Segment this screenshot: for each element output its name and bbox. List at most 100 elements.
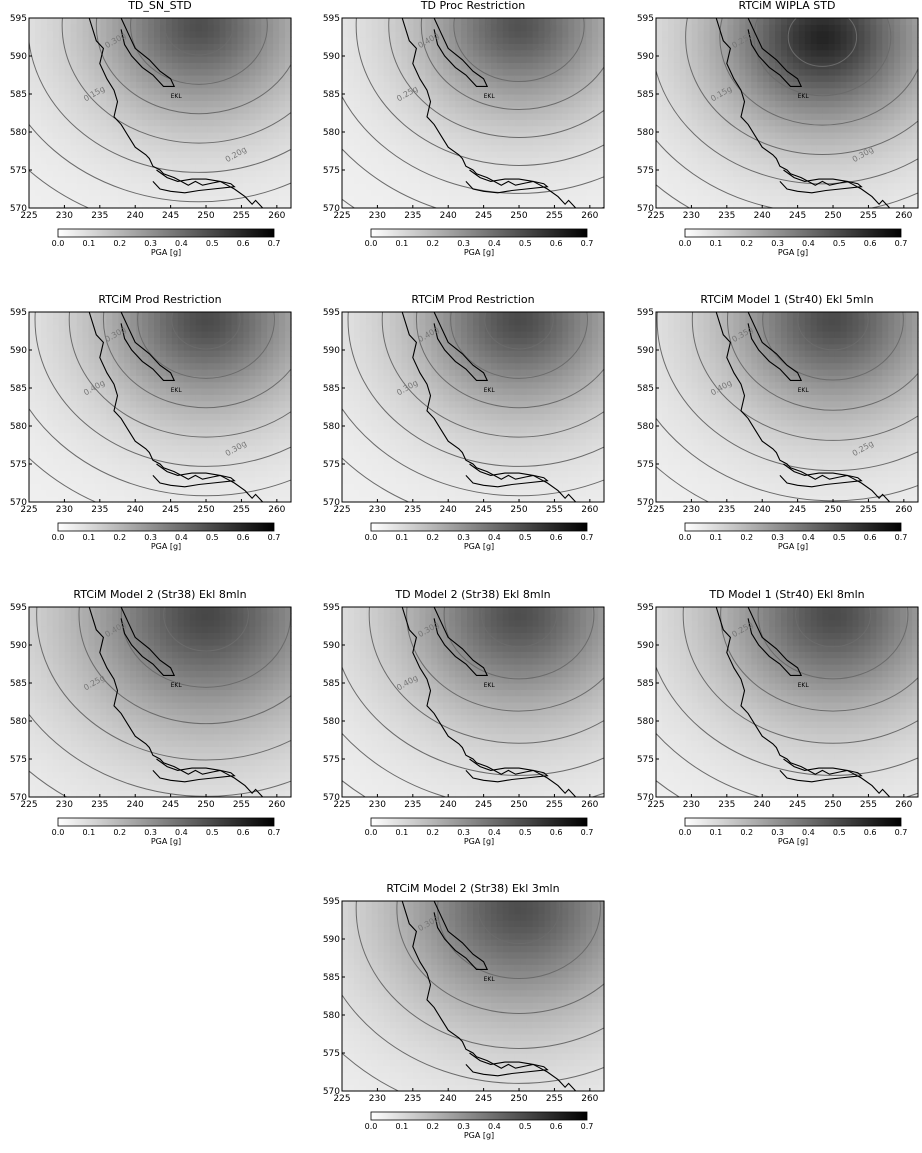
y-tick-label: 570 [637, 204, 654, 214]
colorbar-tick-label: 0.5 [833, 828, 846, 837]
x-tick-label: 245 [475, 505, 492, 515]
colorbar-tick-label: 0.4 [175, 828, 188, 837]
y-tick-label: 575 [323, 1049, 340, 1059]
colorbar-tick-label: 0.2 [740, 828, 753, 837]
x-tick-label: 260 [581, 1094, 598, 1104]
y-tick-label: 570 [323, 498, 340, 508]
colorbar-tick-label: 0.2 [426, 1122, 439, 1131]
colorbar-tick-label: 0.6 [864, 828, 877, 837]
colorbar-tick-label: 0.3 [457, 533, 470, 542]
colorbar-label: PGA [g] [151, 542, 181, 551]
y-tick-label: 570 [637, 793, 654, 803]
colorbar-label: PGA [g] [151, 248, 181, 257]
x-tick-label: 250 [510, 1094, 527, 1104]
colorbar-tick-label: 0.6 [550, 239, 563, 248]
y-tick-label: 590 [10, 641, 27, 651]
y-tick-label: 580 [637, 717, 654, 727]
y-tick-label: 580 [10, 422, 27, 432]
colorbar-label: PGA [g] [464, 248, 494, 257]
x-tick-label: 250 [510, 800, 527, 810]
y-tick-label: 585 [10, 384, 27, 394]
colorbar [685, 229, 901, 237]
x-tick-label: 240 [127, 505, 144, 515]
site-label: EKL [171, 387, 183, 394]
x-tick-label: 245 [162, 211, 179, 221]
x-tick-label: 250 [197, 211, 214, 221]
x-tick-label: 260 [895, 800, 912, 810]
colorbar-tick-label: 0.7 [268, 828, 281, 837]
colorbar-tick-label: 0.1 [82, 828, 95, 837]
y-tick-label: 570 [323, 1087, 340, 1097]
x-tick-label: 255 [546, 1094, 563, 1104]
colorbar-tick-label: 0.3 [771, 828, 784, 837]
colorbar-label: PGA [g] [464, 837, 494, 846]
colorbar-tick-label: 0.6 [237, 533, 250, 542]
colorbar-tick-label: 0.3 [457, 828, 470, 837]
colorbar-tick-label: 0.1 [709, 533, 722, 542]
colorbar-tick-label: 0.2 [113, 533, 126, 542]
y-tick-label: 570 [637, 498, 654, 508]
site-label: EKL [798, 387, 810, 394]
x-tick-label: 240 [127, 800, 144, 810]
colorbar-tick-label: 0.4 [488, 1122, 501, 1131]
x-tick-label: 240 [754, 211, 771, 221]
x-tick-label: 255 [546, 211, 563, 221]
x-tick-label: 235 [404, 505, 421, 515]
y-tick-label: 590 [637, 346, 654, 356]
y-tick-label: 575 [637, 755, 654, 765]
x-tick-label: 230 [683, 800, 700, 810]
x-tick-label: 245 [162, 505, 179, 515]
x-tick-label: 260 [268, 211, 285, 221]
colorbar-tick-label: 0.4 [175, 533, 188, 542]
colorbar-tick-label: 0.2 [426, 533, 439, 542]
colorbar-tick-label: 0.3 [771, 239, 784, 248]
x-tick-label: 260 [581, 211, 598, 221]
colorbar-tick-label: 0.7 [581, 239, 594, 248]
colorbar-tick-label: 0.7 [268, 533, 281, 542]
x-tick-label: 260 [581, 800, 598, 810]
heatmap-cells [342, 901, 605, 1092]
y-tick-label: 570 [323, 204, 340, 214]
y-tick-label: 575 [323, 755, 340, 765]
colorbar-tick-label: 0.3 [144, 828, 157, 837]
colorbar-tick-label: 0.1 [395, 1122, 408, 1131]
y-tick-label: 585 [323, 384, 340, 394]
heatmap-cells [342, 18, 605, 209]
colorbar-tick-label: 0.6 [237, 828, 250, 837]
x-tick-label: 245 [789, 505, 806, 515]
y-tick-label: 590 [323, 52, 340, 62]
colorbar-tick-label: 0.0 [365, 533, 378, 542]
colorbar-tick-label: 0.5 [206, 239, 219, 248]
x-tick-label: 240 [440, 1094, 457, 1104]
colorbar-tick-label: 0.4 [802, 533, 815, 542]
colorbar-tick-label: 0.2 [740, 239, 753, 248]
y-tick-label: 570 [10, 204, 27, 214]
x-tick-label: 245 [789, 211, 806, 221]
x-tick-label: 235 [404, 800, 421, 810]
y-tick-label: 570 [323, 793, 340, 803]
y-tick-label: 585 [323, 90, 340, 100]
y-tick-label: 575 [10, 460, 27, 470]
x-tick-label: 240 [440, 211, 457, 221]
x-tick-label: 245 [475, 800, 492, 810]
colorbar-tick-label: 0.3 [144, 239, 157, 248]
y-tick-label: 575 [637, 460, 654, 470]
colorbar-tick-label: 0.5 [519, 1122, 532, 1131]
y-tick-label: 595 [637, 308, 654, 318]
chart-title: TD_SN_STD [15, 0, 305, 12]
y-tick-label: 580 [637, 128, 654, 138]
y-tick-label: 595 [323, 14, 340, 24]
x-tick-label: 255 [860, 800, 877, 810]
y-tick-label: 595 [323, 897, 340, 907]
y-tick-label: 580 [10, 128, 27, 138]
colorbar-tick-label: 0.3 [144, 533, 157, 542]
colorbar-label: PGA [g] [464, 542, 494, 551]
